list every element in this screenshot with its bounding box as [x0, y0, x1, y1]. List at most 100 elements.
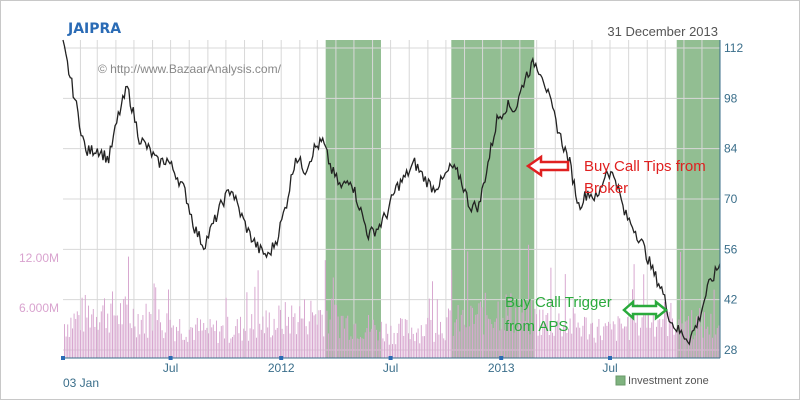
volume-bar-133	[276, 327, 278, 358]
volume-bar-196	[377, 340, 379, 358]
volume-bar-168	[332, 277, 334, 358]
volume-bar-302	[547, 313, 549, 358]
volume-bar-358	[636, 304, 638, 358]
x-tick-label-1: 2012	[268, 361, 295, 375]
volume-bar-211	[401, 318, 403, 358]
volume-bar-275	[504, 330, 505, 358]
volume-bar-208	[396, 333, 398, 358]
volume-bar-348	[620, 323, 622, 358]
volume-bar-408	[716, 328, 718, 358]
volume-bar-4	[70, 317, 72, 358]
y-tick-label-2: 56	[724, 242, 738, 256]
volume-bar-176	[345, 318, 347, 358]
volume-bar-218	[412, 333, 414, 358]
volume-bar-136	[281, 328, 283, 358]
volume-bar-226	[425, 324, 427, 358]
volume-bar-29	[110, 303, 112, 358]
volume-bar-315	[568, 328, 569, 358]
volume-bar-312	[563, 326, 565, 358]
volume-bar-178	[348, 339, 350, 358]
volume-bar-153	[308, 321, 310, 358]
volume-bar-95	[216, 320, 217, 358]
watermark-text: © http://www.BazaarAnalysis.com/	[98, 62, 282, 76]
volume-bar-174	[342, 315, 344, 358]
volume-bar-298	[540, 335, 542, 358]
volume-bar-89	[206, 327, 208, 358]
volume-bar-296	[537, 335, 539, 358]
volume-bar-303	[548, 335, 550, 358]
volume-bar-135	[280, 309, 281, 358]
volume-bar-31	[113, 315, 115, 358]
volume-bar-192	[371, 328, 373, 358]
volume-bar-313	[564, 274, 566, 358]
volume-bar-69	[174, 341, 176, 358]
y-axis-ticks: 28 42 56 70 84 98 112	[724, 41, 743, 357]
volume-bar-62	[163, 338, 165, 358]
volume-bar-197	[379, 331, 381, 358]
volume-bar-147	[299, 306, 301, 358]
volume-bar-159	[318, 310, 320, 358]
volume-bar-51	[145, 303, 147, 358]
volume-bar-0	[64, 324, 65, 358]
volume-bar-230	[432, 281, 433, 358]
volume-bar-85	[200, 319, 201, 358]
volume-bar-57	[155, 287, 157, 358]
volume-bar-372	[659, 318, 661, 358]
volume-bar-6	[73, 313, 75, 358]
y-tick-label-0: 28	[724, 343, 738, 357]
legend-label: Investment zone	[628, 375, 709, 387]
volume-bar-56	[153, 283, 155, 358]
volume-bar-183	[356, 338, 358, 358]
volume-bar-171	[337, 316, 339, 358]
volume-bar-399	[702, 337, 704, 358]
volume-bar-219	[414, 341, 416, 358]
volume-bar-391	[689, 336, 691, 358]
volume-bar-259	[478, 303, 480, 358]
volume-bar-246	[457, 305, 459, 358]
volume-bar-106	[233, 334, 235, 358]
volume-bar-286	[521, 312, 523, 358]
volume-bar-346	[617, 316, 619, 358]
volume-bar-46	[137, 314, 139, 358]
volume-bar-213	[404, 319, 406, 358]
volume-bar-170	[336, 305, 337, 358]
volume-bar-285	[520, 321, 521, 358]
volume-bar-73	[180, 333, 182, 358]
volume-bar-355	[632, 289, 633, 358]
volume-bar-234	[438, 334, 440, 358]
x-tick-mark-1	[279, 356, 284, 360]
volume-bar-404	[710, 313, 712, 358]
x-tick-mark-start	[61, 356, 65, 360]
volume-bar-156	[313, 315, 315, 358]
volume-bar-276	[505, 294, 507, 358]
volume-bar-172	[339, 338, 341, 358]
volume-bar-304	[550, 267, 552, 358]
volume-bar-330	[592, 322, 593, 358]
volume-bar-383	[676, 331, 678, 358]
volume-bar-338	[604, 323, 606, 358]
volume-bar-396	[697, 315, 699, 358]
volume-bar-334	[598, 319, 600, 358]
volume-bar-11	[81, 297, 83, 358]
volume-bar-307	[555, 324, 557, 358]
volume-bar-209	[398, 323, 400, 358]
volume-bar-288	[524, 321, 526, 358]
volume-bar-231	[433, 341, 435, 358]
volume-bar-5	[72, 328, 73, 358]
volume-bar-116	[249, 328, 251, 358]
volume-bar-19	[94, 326, 96, 358]
volume-bar-220	[416, 332, 417, 358]
volume-bar-263	[484, 292, 486, 358]
volume-bar-379	[670, 302, 672, 358]
volume-bar-232	[435, 332, 437, 358]
volume-bar-310	[560, 330, 561, 358]
volume-bar-339	[606, 325, 608, 358]
volume-bar-367	[651, 322, 653, 358]
volume-bar-407	[715, 334, 717, 358]
volume-bar-240	[448, 308, 449, 358]
price-line	[62, 39, 721, 346]
volume-bar-50	[144, 333, 145, 358]
volume-bar-207	[395, 344, 397, 358]
volume-bar-225	[424, 336, 425, 358]
